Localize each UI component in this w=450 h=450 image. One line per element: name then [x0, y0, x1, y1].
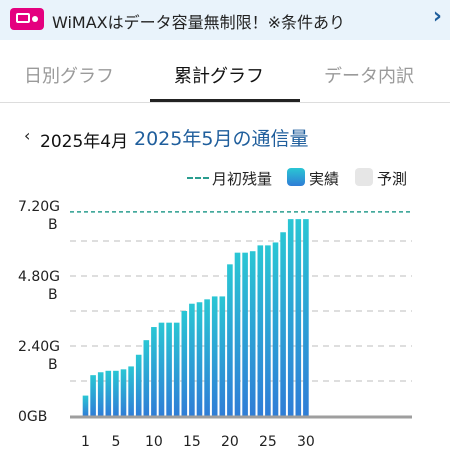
- y-tick-label: 7.20G: [18, 199, 60, 215]
- bar-day-24: [257, 245, 264, 416]
- bar-day-1: [82, 395, 89, 416]
- x-tick-label: 25: [259, 434, 277, 450]
- y-tick-label: 0GB: [18, 409, 47, 425]
- prev-month-link[interactable]: 2025年4月: [40, 132, 129, 152]
- bar-day-27: [280, 232, 286, 416]
- page-title: 2025年5月の通信量: [134, 128, 309, 150]
- bar-day-9: [143, 340, 150, 416]
- bar-day-12: [166, 322, 172, 416]
- bar-day-23: [249, 251, 256, 416]
- bar-day-2: [90, 375, 96, 416]
- x-tick-label: 5: [111, 434, 120, 450]
- bar-day-28: [287, 219, 294, 416]
- y-tick-label: 4.80G: [18, 269, 60, 285]
- router-icon: [10, 8, 44, 30]
- bar-day-8: [135, 354, 142, 416]
- promo-banner[interactable]: WiMAXはデータ容量無制限！※条件あり ›: [0, 0, 450, 40]
- bar-day-6: [120, 369, 127, 416]
- legend-monthly-remaining-line: [187, 177, 209, 179]
- y-tick-label: 2.40G: [18, 339, 60, 355]
- bar-day-7: [128, 366, 134, 416]
- bar-day-4: [105, 370, 112, 416]
- x-tick-label: 15: [183, 434, 201, 450]
- banner-text: WiMAXはデータ容量無制限！※条件あり: [52, 13, 346, 32]
- bar-day-19: [219, 296, 226, 416]
- bar-day-26: [272, 242, 279, 416]
- bar-day-11: [158, 322, 165, 416]
- x-tick-label: 1: [81, 434, 90, 450]
- x-tick-label: 10: [145, 434, 163, 450]
- bar-day-13: [173, 322, 180, 416]
- legend-monthly-remaining-label: 月初残量: [212, 170, 273, 188]
- bar-day-5: [113, 370, 119, 416]
- tab-daily-graph[interactable]: 日別グラフ: [24, 66, 114, 87]
- legend-forecast-swatch: [355, 168, 373, 186]
- graph-tabs: 日別グラフ 累計グラフ データ内訳: [0, 40, 450, 103]
- bar-day-20: [227, 264, 233, 416]
- bar-day-10: [151, 327, 157, 416]
- legend-forecast-label: 予測: [377, 170, 408, 188]
- bar-day-18: [211, 296, 218, 416]
- x-tick-label: 30: [297, 434, 315, 450]
- bar-day-14: [181, 311, 188, 416]
- tab-cumulative-graph[interactable]: 累計グラフ: [174, 66, 264, 87]
- bar-day-15: [189, 303, 195, 416]
- bar-day-17: [204, 299, 210, 416]
- legend-actual-label: 実績: [309, 170, 340, 188]
- y-tick-label-unit: B: [48, 287, 58, 303]
- bar-day-29: [295, 219, 302, 416]
- legend-actual-swatch: [287, 168, 305, 186]
- bar-day-21: [234, 252, 241, 416]
- bar-day-25: [265, 245, 271, 416]
- y-tick-label-unit: B: [48, 217, 58, 233]
- bar-day-16: [196, 302, 203, 416]
- bar-day-22: [242, 252, 248, 416]
- x-tick-label: 20: [221, 434, 239, 450]
- tab-data-breakdown[interactable]: データ内訳: [324, 66, 414, 87]
- y-tick-label-unit: B: [48, 357, 58, 373]
- chevron-right-icon[interactable]: ›: [432, 4, 442, 29]
- chevron-left-icon[interactable]: ‹: [24, 126, 31, 145]
- bar-day-3: [97, 372, 104, 416]
- bar-day-30: [303, 219, 309, 416]
- active-tab-indicator: [150, 99, 300, 102]
